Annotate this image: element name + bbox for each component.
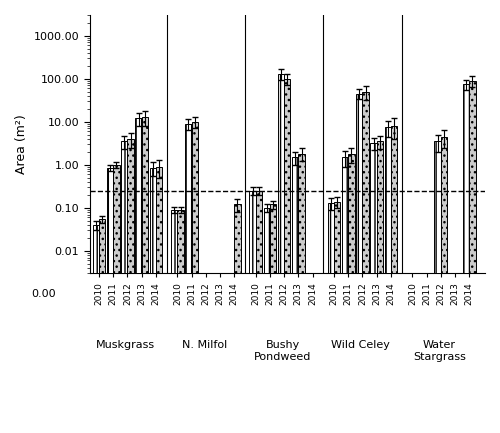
Bar: [342, 157, 348, 433]
Bar: [256, 191, 262, 433]
Bar: [93, 225, 99, 433]
Y-axis label: Area (m²): Area (m²): [15, 114, 28, 174]
Bar: [348, 154, 354, 433]
Bar: [469, 81, 476, 433]
Bar: [192, 122, 198, 433]
Bar: [278, 74, 284, 433]
Bar: [391, 126, 397, 433]
Text: Water
Stargrass: Water Stargrass: [413, 340, 466, 362]
Bar: [121, 141, 128, 433]
Bar: [384, 127, 391, 433]
Text: N. Milfol: N. Milfol: [182, 340, 227, 350]
Bar: [463, 84, 469, 433]
Bar: [136, 118, 141, 433]
Bar: [150, 168, 156, 433]
Bar: [356, 94, 362, 433]
Bar: [284, 79, 290, 433]
Bar: [376, 141, 383, 433]
Bar: [328, 203, 334, 433]
Bar: [99, 219, 105, 433]
Bar: [434, 141, 441, 433]
Bar: [107, 168, 114, 433]
Bar: [370, 143, 376, 433]
Bar: [441, 137, 447, 433]
Bar: [178, 210, 184, 433]
Bar: [270, 204, 276, 433]
Bar: [264, 208, 270, 433]
Bar: [292, 157, 298, 433]
Text: Wild Celey: Wild Celey: [332, 340, 390, 350]
Bar: [298, 154, 304, 433]
Bar: [114, 165, 119, 433]
Text: 0.00: 0.00: [32, 289, 56, 299]
Bar: [234, 204, 240, 433]
Bar: [334, 201, 340, 433]
Bar: [142, 117, 148, 433]
Bar: [186, 124, 192, 433]
Bar: [250, 191, 256, 433]
Bar: [128, 139, 134, 433]
Text: Muskgrass: Muskgrass: [96, 340, 156, 350]
Bar: [171, 210, 177, 433]
Bar: [362, 92, 369, 433]
Text: Bushy
Pondweed: Bushy Pondweed: [254, 340, 312, 362]
Bar: [156, 167, 162, 433]
